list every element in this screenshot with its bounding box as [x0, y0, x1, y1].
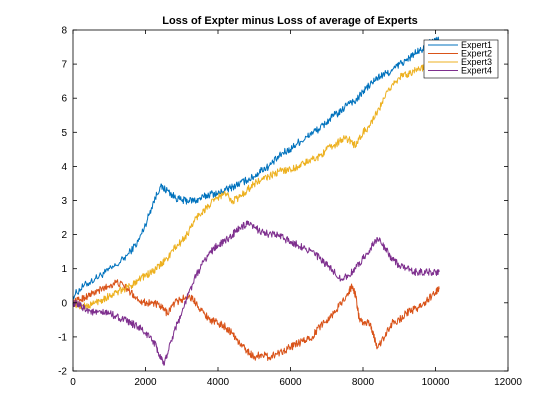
x-tick-label: 0	[70, 377, 76, 388]
y-tick-label: -1	[58, 332, 67, 343]
x-tick-label: 4000	[207, 377, 230, 388]
y-tick-label: 1	[61, 264, 67, 275]
x-tick-label: 6000	[279, 377, 302, 388]
y-tick-label: 0	[61, 298, 67, 309]
y-tick-label: 3	[61, 196, 67, 207]
y-tick-label: 4	[61, 162, 67, 173]
y-tick-label: 8	[61, 26, 67, 37]
y-tick-label: 6	[61, 94, 67, 105]
chart-title: Loss of Expter minus Loss of average of …	[162, 15, 418, 27]
x-tick-label: 8000	[352, 377, 375, 388]
x-tick-label: 12000	[494, 377, 522, 388]
y-tick-label: -2	[58, 367, 67, 378]
y-tick-label: 2	[61, 230, 67, 241]
y-tick-label: 5	[61, 128, 67, 139]
x-tick-label: 2000	[134, 377, 157, 388]
y-tick-label: 7	[61, 60, 67, 71]
x-tick-label: 10000	[422, 377, 450, 388]
legend-label-expert4: Expert4	[461, 66, 492, 76]
